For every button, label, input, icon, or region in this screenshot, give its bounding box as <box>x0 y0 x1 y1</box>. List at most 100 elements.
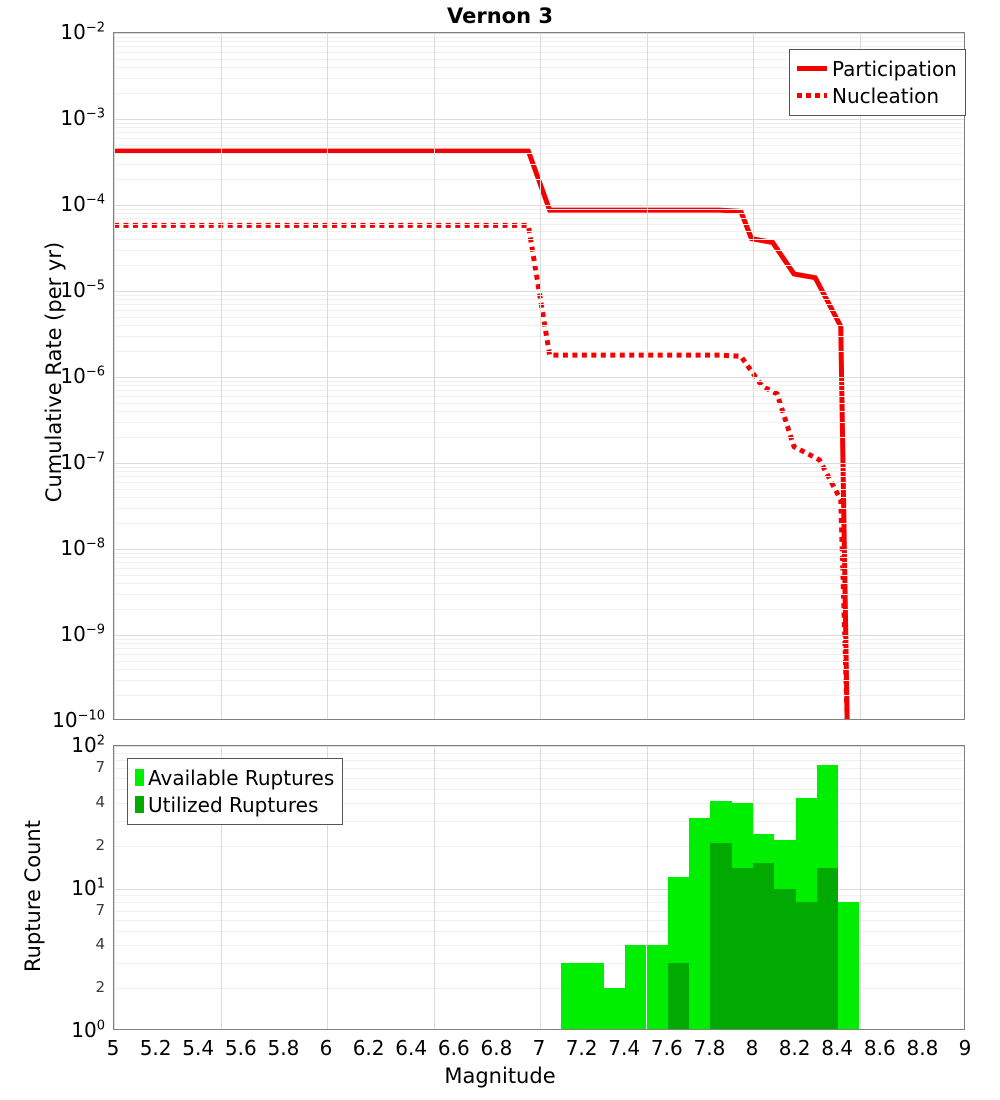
bar-utilized-ruptures <box>774 888 796 1029</box>
gridline <box>114 218 964 220</box>
bar-available-ruptures <box>582 963 604 1029</box>
x-tick-label: 6.2 <box>352 1036 385 1060</box>
x-tick-label: 6 <box>319 1036 333 1060</box>
gridline <box>114 777 964 779</box>
gridline <box>114 41 964 43</box>
gridline <box>114 669 964 671</box>
gridline <box>114 377 964 378</box>
y-tick-label: 10−2 <box>60 20 105 44</box>
rate-curves <box>114 148 850 719</box>
gridline <box>114 239 964 241</box>
gridline <box>646 746 648 1029</box>
page-title: Vernon 3 <box>447 4 553 28</box>
gridline <box>114 768 964 770</box>
gridline <box>114 77 964 79</box>
gridline <box>859 746 861 1029</box>
y-tick-label: 100 <box>71 1018 105 1042</box>
gridline <box>114 945 964 947</box>
gridline <box>114 127 964 129</box>
legend-item: Available Ruptures <box>135 764 334 791</box>
gridline <box>220 33 222 719</box>
gridline <box>114 46 964 48</box>
gridline <box>114 144 964 146</box>
gridline <box>114 574 964 576</box>
x-tick-label: 7.4 <box>608 1036 641 1060</box>
cumulative-rate-plot <box>113 32 965 720</box>
gridline <box>114 249 964 251</box>
gridline <box>114 179 964 181</box>
gridline <box>114 402 964 404</box>
x-tick-label: 7.2 <box>565 1036 598 1060</box>
x-tick-label: 8.2 <box>778 1036 811 1060</box>
gridline <box>540 33 541 719</box>
gridline <box>114 351 964 353</box>
x-tick-label: 7.8 <box>693 1036 726 1060</box>
y-tick-label: 10−10 <box>52 708 105 732</box>
gridline <box>114 230 964 232</box>
gridline <box>114 224 964 226</box>
bar-utilized-ruptures <box>710 842 732 1029</box>
gridline <box>114 931 964 933</box>
gridline <box>114 153 964 155</box>
bar-available-ruptures <box>689 818 711 1029</box>
bar-available-ruptures <box>625 945 647 1029</box>
y-tick-label: 2 <box>95 978 105 997</box>
gridline <box>114 385 964 387</box>
gridline <box>114 58 964 60</box>
gridline <box>114 759 964 761</box>
gridline <box>646 33 648 719</box>
gridline <box>114 466 964 468</box>
x-tick-label: 5.6 <box>224 1036 257 1060</box>
gridline <box>114 299 964 301</box>
legend-item: Participation <box>797 55 957 82</box>
legend-item: Nucleation <box>797 82 957 109</box>
y-tick-label: 101 <box>71 875 105 900</box>
y-tick-label: 4 <box>95 792 105 811</box>
gridline <box>114 902 964 904</box>
gridline <box>114 437 964 439</box>
gridline <box>114 552 964 554</box>
gridline <box>753 33 754 719</box>
y-tick-label: 10−5 <box>60 278 105 302</box>
gridline <box>114 895 964 897</box>
gridline <box>114 132 964 134</box>
legend-swatch-icon <box>135 769 144 786</box>
gridline <box>114 476 964 478</box>
gridline <box>114 660 964 662</box>
gridline <box>114 316 964 318</box>
gridline <box>114 36 964 38</box>
legend-swatch-dotted-icon <box>797 93 827 98</box>
legend-label: Participation <box>832 56 957 81</box>
gridline <box>114 291 964 292</box>
bar-utilized-ruptures <box>816 867 839 1029</box>
gridline <box>114 746 964 747</box>
x-tick-label: 5.2 <box>139 1036 172 1060</box>
gridline <box>114 988 964 990</box>
y-tick-label: 4 <box>95 935 105 954</box>
gridline <box>114 52 964 54</box>
x-tick-label: 8.4 <box>821 1036 854 1060</box>
gridline <box>327 746 328 1029</box>
gridline <box>114 562 964 564</box>
gridline <box>114 488 964 490</box>
gridline <box>114 802 964 804</box>
bar-available-ruptures <box>561 963 583 1029</box>
gridline <box>114 265 964 267</box>
gridline <box>114 294 964 296</box>
gridline <box>114 635 964 636</box>
y-tick-label: 10−3 <box>60 106 105 130</box>
x-tick-label: 9 <box>958 1036 972 1060</box>
gridline <box>114 119 964 120</box>
gridline <box>114 396 964 398</box>
gridline <box>114 568 964 570</box>
gridline <box>114 463 964 464</box>
gridline <box>540 746 541 1029</box>
gridline <box>114 497 964 499</box>
gridline <box>114 138 964 140</box>
bottom-legend: Available Ruptures Utilized Ruptures <box>127 758 344 825</box>
y-tick-label: 10−4 <box>60 192 105 216</box>
x-tick-label: 7 <box>532 1036 546 1060</box>
bottom-y-axis-label: Rupture Count <box>21 820 45 972</box>
gridline <box>114 820 964 822</box>
